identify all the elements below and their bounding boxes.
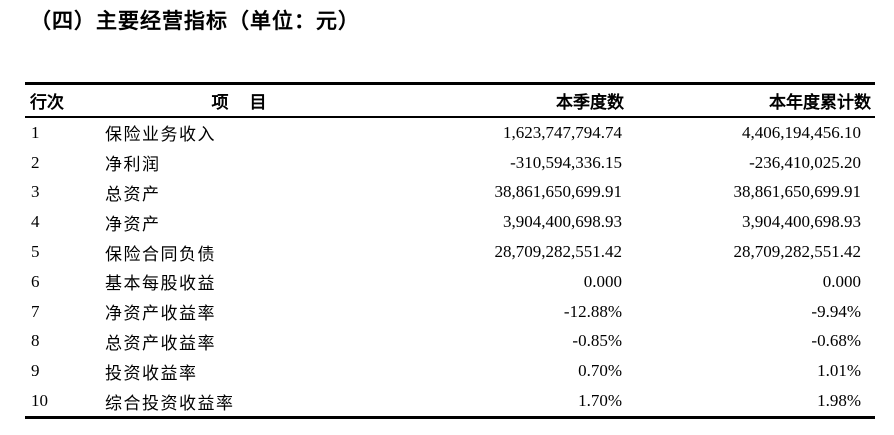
cell-quarter: 1.70% [578,391,622,411]
header-item: 项 目 [211,93,269,112]
table-header-row: 行次 项 目 本季度数 本年度累计数 [25,83,875,117]
cell-quarter: 3,904,400,698.93 [503,212,622,232]
header-row-no: 行次 [30,93,64,112]
cell-row-no: 4 [31,212,40,232]
cell-row-no: 2 [31,152,40,172]
cell-row-no: 9 [31,361,40,381]
cell-row-no: 7 [31,301,40,321]
cell-ytd: 3,904,400,698.93 [742,212,861,232]
table-header: 行次 项 目 本季度数 本年度累计数 [25,83,875,117]
table-row: 3 总资产 38,861,650,699.91 38,861,650,699.9… [25,178,875,208]
table-row: 5 保险合同负债 28,709,282,551.42 28,709,282,55… [25,237,875,267]
table-row: 9 投资收益率 0.70% 1.01% [25,356,875,386]
cell-item: 净资产收益率 [105,304,216,324]
cell-row-no: 1 [31,122,40,142]
cell-quarter: 1,623,747,794.74 [503,122,622,142]
cell-row-no: 6 [31,271,40,291]
cell-item: 保险业务收入 [105,125,216,145]
cell-ytd: -236,410,025.20 [749,152,861,172]
cell-row-no: 5 [31,242,40,262]
cell-quarter: 38,861,650,699.91 [494,182,623,202]
table-row: 7 净资产收益率 -12.88% -9.94% [25,297,875,327]
table-row: 10 综合投资收益率 1.70% 1.98% [25,386,875,417]
header-quarter: 本季度数 [556,93,624,112]
operating-metrics-table: 行次 项 目 本季度数 本年度累计数 1 保险业务收入 1,623,747,79… [25,82,875,419]
table-row: 4 净资产 3,904,400,698.93 3,904,400,698.93 [25,207,875,237]
cell-row-no: 8 [31,331,40,351]
cell-quarter: 28,709,282,551.42 [494,242,623,262]
cell-item: 总资产收益率 [105,333,216,353]
cell-ytd: 1.01% [817,361,861,381]
cell-quarter: -310,594,336.15 [510,152,622,172]
table-row: 8 总资产收益率 -0.85% -0.68% [25,327,875,357]
cell-ytd: 28,709,282,551.42 [733,242,862,262]
table-body: 1 保险业务收入 1,623,747,794.74 4,406,194,456.… [25,117,875,418]
section-title: （四）主要经营指标（单位：元） [30,9,360,33]
cell-item: 总资产 [105,184,161,204]
cell-row-no: 10 [31,391,48,411]
table-row: 1 保险业务收入 1,623,747,794.74 4,406,194,456.… [25,117,875,148]
cell-row-no: 3 [31,182,40,202]
cell-item: 投资收益率 [105,363,198,383]
cell-quarter: 0.70% [578,361,622,381]
cell-ytd: 0.000 [822,271,861,291]
table-row: 6 基本每股收益 0.000 0.000 [25,267,875,297]
cell-item: 综合投资收益率 [105,393,235,413]
cell-ytd: -0.68% [811,331,861,351]
header-ytd: 本年度累计数 [769,93,871,112]
cell-ytd: 1.98% [817,391,861,411]
cell-item: 净资产 [105,214,161,234]
cell-item: 保险合同负债 [105,244,216,264]
table-row: 2 净利润 -310,594,336.15 -236,410,025.20 [25,148,875,178]
cell-quarter: 0.000 [583,271,622,291]
cell-quarter: -12.88% [563,301,622,321]
cell-ytd: 38,861,650,699.91 [733,182,862,202]
cell-quarter: -0.85% [572,331,622,351]
cell-ytd: 4,406,194,456.10 [742,122,861,142]
cell-item: 净利润 [105,155,161,175]
cell-ytd: -9.94% [811,301,861,321]
cell-item: 基本每股收益 [105,274,216,294]
